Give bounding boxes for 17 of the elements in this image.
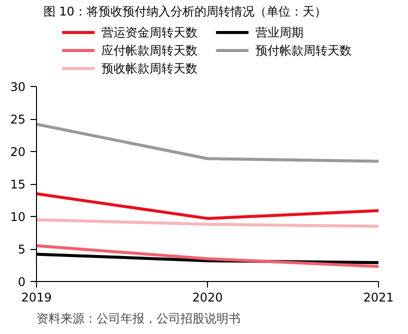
x-tick-label: 2020 (192, 290, 223, 304)
legend-label: 预付帐款周转天数 (255, 44, 352, 58)
legend-label: 营运资金周转天数 (101, 26, 198, 40)
y-tick-label: 5 (18, 242, 26, 256)
y-tick-label: 0 (18, 275, 26, 289)
legend-label: 预收帐款周转天数 (101, 62, 198, 76)
y-tick-label: 30 (10, 80, 26, 94)
x-tick-label: 2021 (363, 290, 394, 304)
text: 资料来源：公司年报，公司招股说明书 (36, 312, 240, 326)
y-tick-label: 15 (10, 178, 26, 192)
chart-title: 图 10：将预收预付纳入分析的周转情况（单位：天） (43, 4, 326, 18)
y-tick-label: 10 (10, 210, 26, 224)
legend-label: 营业周期 (255, 26, 304, 40)
y-tick-label: 20 (10, 145, 26, 159)
y-tick-label: 25 (10, 112, 26, 126)
legend-label: 应付帐款周转天数 (101, 44, 198, 58)
x-tick-label: 2019 (21, 290, 52, 304)
